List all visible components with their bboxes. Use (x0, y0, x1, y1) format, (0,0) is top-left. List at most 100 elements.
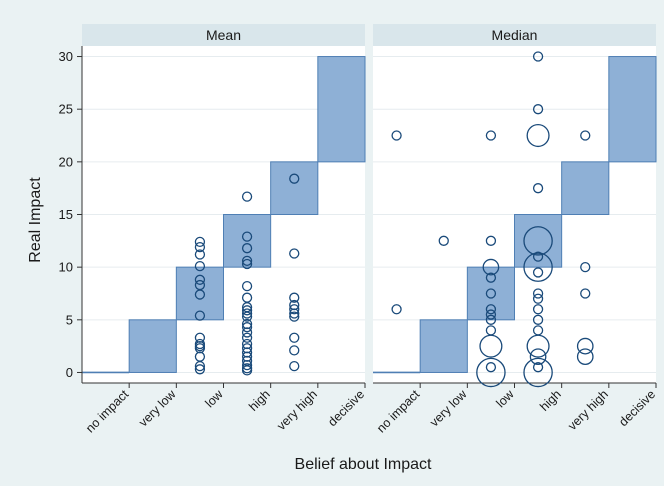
data-point (289, 173, 300, 184)
reference-band (608, 56, 657, 163)
data-point (194, 260, 206, 272)
data-point (241, 305, 253, 316)
x-tick-label: no impact (83, 387, 132, 436)
data-point (523, 226, 553, 256)
y-tick-label: 25 (59, 102, 73, 117)
x-tick-label: very low (136, 387, 179, 430)
reference-band (128, 319, 177, 373)
data-point (482, 258, 500, 276)
data-point (194, 274, 206, 285)
data-point (576, 348, 594, 366)
data-point (289, 345, 300, 356)
data-point (532, 304, 544, 315)
reference-band (270, 161, 319, 215)
data-point (241, 308, 253, 319)
data-point (523, 252, 553, 282)
y-tick-label: 15 (59, 207, 73, 222)
data-point (391, 304, 402, 315)
data-point (289, 248, 300, 259)
data-point (532, 51, 544, 62)
data-point (241, 311, 253, 322)
data-point (485, 272, 497, 283)
x-axis-title: Belief about Impact (295, 456, 433, 473)
x-tick-label: low (202, 387, 226, 411)
data-point (576, 337, 594, 355)
data-point (241, 327, 253, 338)
y-tick-label: 0 (66, 365, 73, 380)
data-point (194, 364, 206, 375)
data-point (241, 255, 253, 266)
data-point (485, 288, 497, 299)
data-point (523, 357, 553, 388)
panel-title: Mean (206, 27, 241, 43)
data-point (532, 251, 544, 262)
data-point (532, 293, 544, 304)
reference-band (317, 56, 366, 163)
data-point (580, 262, 591, 273)
data-point (289, 332, 300, 343)
y-tick-label: 5 (66, 312, 73, 327)
x-tick-label: very high (565, 387, 611, 433)
data-point (532, 288, 544, 299)
x-tick-label: high (246, 387, 273, 414)
data-point (194, 360, 206, 372)
x-tick-label: very low (427, 387, 470, 430)
data-point (532, 362, 544, 373)
y-axis-title: Real Impact (27, 177, 44, 263)
x-tick-label: decisive (616, 387, 658, 429)
data-point (438, 235, 449, 246)
data-point (194, 249, 206, 260)
data-point (532, 104, 544, 115)
data-point (289, 308, 300, 319)
reference-band (466, 266, 516, 321)
data-point (241, 322, 253, 333)
data-point (580, 288, 591, 299)
reference-band (514, 214, 563, 268)
data-point (532, 267, 544, 278)
data-point (241, 258, 253, 270)
panel-median: Median no impact very low low high very high d… (373, 24, 658, 435)
data-point (532, 314, 544, 325)
panel-title: Median (492, 27, 538, 43)
panel-header (82, 24, 365, 46)
data-point (241, 359, 253, 371)
data-point (485, 309, 497, 320)
data-point (194, 310, 206, 321)
y-tick-label: 20 (59, 154, 73, 169)
x-tick-label: decisive (325, 387, 367, 429)
data-point (194, 241, 206, 253)
data-point (289, 311, 300, 322)
y-tick-label: 10 (59, 260, 73, 275)
data-point (289, 360, 300, 372)
data-point (289, 304, 300, 315)
data-point (526, 123, 550, 148)
data-point (485, 314, 497, 325)
data-point (194, 289, 206, 300)
data-point (580, 130, 591, 141)
data-point (289, 292, 300, 303)
panel-header (373, 24, 656, 46)
data-point (485, 235, 497, 246)
x-tick-label: very high (274, 387, 320, 433)
data-point (241, 243, 253, 254)
data-point (194, 236, 206, 248)
reference-band (419, 319, 468, 373)
data-point (529, 348, 547, 366)
x-tick-label: no impact (374, 387, 423, 436)
x-tick-label: low (493, 387, 517, 411)
y-tick-label: 30 (59, 49, 73, 64)
data-point (485, 304, 497, 315)
data-point (241, 231, 253, 242)
data-point (241, 365, 253, 376)
data-point (532, 183, 544, 194)
reference-band (561, 161, 610, 215)
data-point (241, 332, 253, 343)
data-point (391, 130, 402, 141)
data-point (485, 362, 497, 373)
panel-mean: Mean no impact very low low high very high dec… (59, 24, 367, 436)
data-point (241, 280, 253, 292)
data-point (485, 130, 497, 141)
data-point (479, 334, 503, 358)
